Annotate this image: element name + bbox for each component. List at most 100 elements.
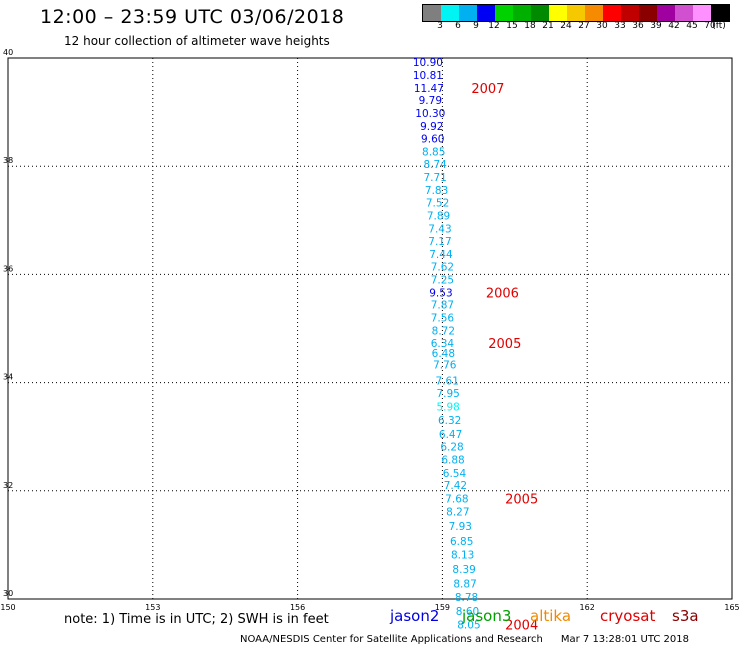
color-swatch — [513, 5, 531, 21]
y-tick-label: 36 — [3, 264, 13, 273]
wave-height-point: 6.48 — [432, 348, 455, 360]
wave-height-point: 10.90 — [413, 57, 443, 69]
footer-credit: NOAA/NESDIS Center for Satellite Applica… — [240, 634, 543, 645]
wave-height-point: 8.13 — [451, 550, 474, 562]
legend-item-cryosat: cryosat — [600, 607, 656, 625]
wave-height-point: 8.87 — [453, 578, 476, 590]
wave-height-point: 7.43 — [428, 223, 451, 235]
time-annotation: 2005 — [488, 337, 521, 352]
legend-item-jason3: jason3 — [462, 607, 512, 625]
footer-timestamp: Mar 7 13:28:01 UTC 2018 — [560, 634, 689, 645]
color-scale-label: 39 — [650, 21, 662, 31]
wave-height-point: 7.44 — [429, 249, 453, 261]
color-scale-label: 36 — [632, 21, 644, 31]
wave-height-point: 9.79 — [419, 95, 442, 107]
wave-height-point: 7.52 — [426, 197, 449, 209]
wave-height-point: 9.60 — [421, 134, 444, 146]
color-swatch — [477, 5, 495, 21]
color-swatch — [639, 5, 657, 21]
wave-height-point: 8.85 — [422, 147, 445, 159]
legend-item-altika: altika — [530, 607, 572, 625]
time-annotation: 2005 — [505, 492, 538, 507]
units-note: note: 1) Time is in UTC; 2) SWH is in fe… — [64, 612, 329, 627]
wave-height-point: 8.60 — [456, 606, 479, 618]
x-tick-label: 159 — [435, 603, 450, 612]
color-scale-labels: 3 6 9 12 15 18 21 24 27 30 33 36 39 42 45 70 (ft) — [422, 21, 740, 33]
color-scale-label: 27 — [578, 21, 590, 31]
color-scale-label: 3 — [437, 21, 443, 31]
y-tick-label: 40 — [3, 48, 13, 57]
y-tick-label: 34 — [3, 373, 13, 382]
wave-height-point: 9.92 — [420, 121, 443, 133]
color-swatch — [621, 5, 639, 21]
chart-title: 12:00 – 23:59 UTC 03/06/2018 — [40, 6, 345, 28]
color-scale-label: 70 — [704, 21, 716, 31]
wave-height-point: 7.25 — [431, 274, 454, 286]
wave-height-point: 9.53 — [429, 287, 452, 299]
wave-height-point: 7.62 — [431, 261, 454, 273]
wave-height-point: 8.27 — [446, 506, 469, 518]
legend-item-s3a: s3a — [672, 607, 699, 625]
wave-height-point: 7.76 — [433, 360, 457, 372]
time-annotation: 2006 — [486, 286, 519, 301]
wave-height-point: 11.47 — [414, 83, 444, 95]
y-tick-label: 32 — [3, 481, 13, 490]
wave-height-point: 10.81 — [413, 70, 443, 82]
wave-height-point: 7.56 — [431, 313, 455, 325]
color-scale-label: 18 — [524, 21, 536, 31]
footer: NOAA/NESDIS Center for Satellite Applica… — [240, 634, 689, 645]
color-scale-label: 45 — [686, 21, 698, 31]
wave-height-point: 7.42 — [444, 480, 467, 492]
wave-height-point: 7.71 — [423, 172, 446, 184]
wave-height-point: 6.85 — [450, 536, 473, 548]
wave-height-point: 7.17 — [428, 236, 451, 248]
wave-height-point: 7.68 — [445, 493, 468, 505]
color-scale-label: 15 — [506, 21, 518, 31]
color-swatch — [585, 5, 603, 21]
color-swatch — [693, 5, 711, 21]
y-tick-label: 38 — [3, 156, 13, 165]
color-swatch — [675, 5, 693, 21]
wave-height-point: 6.88 — [441, 454, 464, 466]
legend-item-jason2: jason2 — [390, 607, 440, 625]
color-swatch — [567, 5, 585, 21]
wave-height-point: 8.78 — [455, 592, 478, 604]
color-scale-bar — [422, 4, 730, 22]
color-swatch — [423, 5, 441, 21]
color-swatch — [531, 5, 549, 21]
color-scale-label: 33 — [614, 21, 626, 31]
color-swatch — [711, 5, 729, 21]
wave-height-point: 8.05 — [457, 619, 480, 631]
wave-height-point: 7.87 — [431, 300, 454, 312]
wave-height-point: 7.95 — [436, 388, 459, 400]
wave-height-point: 6.28 — [440, 441, 463, 453]
color-swatch — [459, 5, 477, 21]
wave-height-point: 7.93 — [449, 521, 472, 533]
color-swatch — [495, 5, 513, 21]
color-scale-label: 42 — [668, 21, 680, 31]
wave-height-point: 6.34 — [431, 338, 455, 350]
wave-height-point: 10.30 — [415, 108, 445, 120]
color-swatch — [603, 5, 621, 21]
wave-height-point: 8.74 — [423, 159, 447, 171]
color-scale-label: 21 — [542, 21, 554, 31]
x-tick-label: 165 — [724, 603, 739, 612]
x-tick-label: 162 — [580, 603, 595, 612]
color-swatch — [441, 5, 459, 21]
wave-height-point: 6.32 — [438, 415, 461, 427]
color-swatch — [549, 5, 567, 21]
chart-subtitle: 12 hour collection of altimeter wave hei… — [64, 34, 330, 48]
time-annotation: 2004 — [505, 618, 538, 633]
wave-height-point: 6.47 — [439, 429, 462, 441]
color-scale-label: (ft) — [712, 21, 726, 31]
x-tick-label: 153 — [145, 603, 160, 612]
wave-height-point: 7.83 — [425, 185, 448, 197]
x-tick-label: 150 — [0, 603, 15, 612]
color-scale-label: 12 — [488, 21, 500, 31]
color-scale-label: 30 — [596, 21, 608, 31]
color-scale-label: 6 — [455, 21, 461, 31]
color-scale-label: 24 — [560, 21, 572, 31]
color-swatch — [657, 5, 675, 21]
wave-height-point: 5.98 — [436, 401, 459, 413]
